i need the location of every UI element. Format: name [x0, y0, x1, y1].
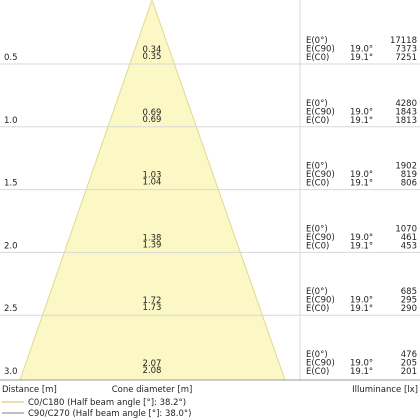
- beam-angle: 19.0°: [350, 359, 373, 369]
- distance-label: 3.0: [4, 367, 18, 377]
- illuminance-name: E(C0): [306, 116, 329, 126]
- distance-label: 1.0: [4, 116, 18, 126]
- beam-angle: 19.0°: [350, 170, 373, 180]
- beam-angle: 19.0°: [350, 45, 373, 55]
- illuminance-name: E(C90): [306, 359, 335, 369]
- illuminance-value: 1813: [395, 116, 417, 126]
- footer-distance: Distance [m]: [2, 385, 57, 395]
- illuminance-value: 685: [401, 287, 417, 297]
- illuminance-value: 17118: [390, 36, 417, 46]
- illuminance-name: E(C90): [306, 107, 335, 117]
- diameter-label: 1.39: [143, 240, 162, 250]
- illuminance-value: 7251: [395, 53, 417, 63]
- illuminance-name: E(0°): [306, 287, 328, 297]
- illuminance-value: 7373: [395, 45, 417, 55]
- distance-label: 2.0: [4, 241, 18, 251]
- diameter-label: 0.35: [143, 52, 162, 62]
- illuminance-value: 819: [401, 170, 417, 180]
- illuminance-name: E(0°): [306, 162, 328, 172]
- illuminance-value: 290: [401, 304, 417, 314]
- illuminance-value: 205: [401, 359, 417, 369]
- distance-label: 0.5: [4, 53, 18, 63]
- beam-angle: 19.1°: [350, 241, 373, 251]
- beam-angle: 19.1°: [350, 367, 373, 377]
- diameter-label: 2.08: [143, 366, 162, 376]
- diameter-label: 1.04: [143, 178, 162, 188]
- illuminance-name: E(0°): [306, 224, 328, 234]
- diameter-label: 1.72: [143, 296, 162, 306]
- illuminance-value: 1902: [395, 162, 417, 172]
- legend-entry: C0/C180 (Half beam angle [°]: 38.2°): [28, 398, 186, 408]
- beam-angle: 19.0°: [350, 233, 373, 243]
- diameter-label: 1.03: [143, 171, 162, 181]
- diameter-label: 0.69: [143, 108, 162, 118]
- illuminance-name: E(C90): [306, 170, 335, 180]
- illuminance-value: 1070: [395, 224, 417, 234]
- illuminance-name: E(C0): [306, 179, 329, 189]
- diameter-label: 0.69: [143, 115, 162, 125]
- distance-label: 1.5: [4, 179, 18, 189]
- illuminance-value: 4280: [395, 99, 417, 109]
- diameter-label: 0.34: [143, 45, 162, 55]
- beam-angle: 19.1°: [350, 53, 373, 63]
- illuminance-name: E(C0): [306, 241, 329, 251]
- beam-angle: 19.1°: [350, 116, 373, 126]
- illuminance-value: 461: [401, 233, 417, 243]
- footer-diameter: Cone diameter [m]: [112, 385, 193, 395]
- illuminance-name: E(C0): [306, 304, 329, 314]
- diameter-label: 1.38: [143, 233, 162, 243]
- distance-label: 2.5: [4, 304, 18, 314]
- beam-angle: 19.0°: [350, 296, 373, 306]
- illuminance-name: E(0°): [306, 350, 328, 360]
- illuminance-name: E(C90): [306, 45, 335, 55]
- illuminance-name: E(C90): [306, 296, 335, 306]
- beam-angle: 19.1°: [350, 179, 373, 189]
- illuminance-name: E(0°): [306, 36, 328, 46]
- beam-angle: 19.1°: [350, 304, 373, 314]
- illuminance-value: 476: [401, 350, 417, 360]
- illuminance-value: 201: [401, 367, 417, 377]
- illuminance-value: 1843: [395, 107, 417, 117]
- illuminance-value: 295: [401, 296, 417, 306]
- beam-angle: 19.0°: [350, 107, 373, 117]
- illuminance-name: E(0°): [306, 99, 328, 109]
- diameter-label: 1.73: [143, 303, 162, 313]
- illuminance-name: E(C0): [306, 367, 329, 377]
- illuminance-name: E(C90): [306, 233, 335, 243]
- footer-illuminance: Illuminance [lx]: [352, 385, 418, 395]
- illuminance-value: 453: [401, 241, 417, 251]
- illuminance-name: E(C0): [306, 53, 329, 63]
- legend-entry: C90/C270 (Half beam angle [°]: 38.0°): [28, 409, 192, 419]
- illuminance-value: 806: [401, 179, 417, 189]
- diameter-label: 2.07: [143, 359, 162, 369]
